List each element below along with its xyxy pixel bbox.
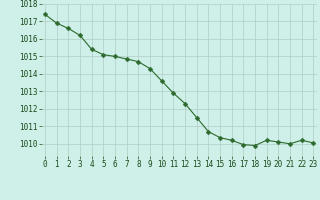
Text: Graphe pression niveau de la mer (hPa): Graphe pression niveau de la mer (hPa) <box>41 183 279 193</box>
